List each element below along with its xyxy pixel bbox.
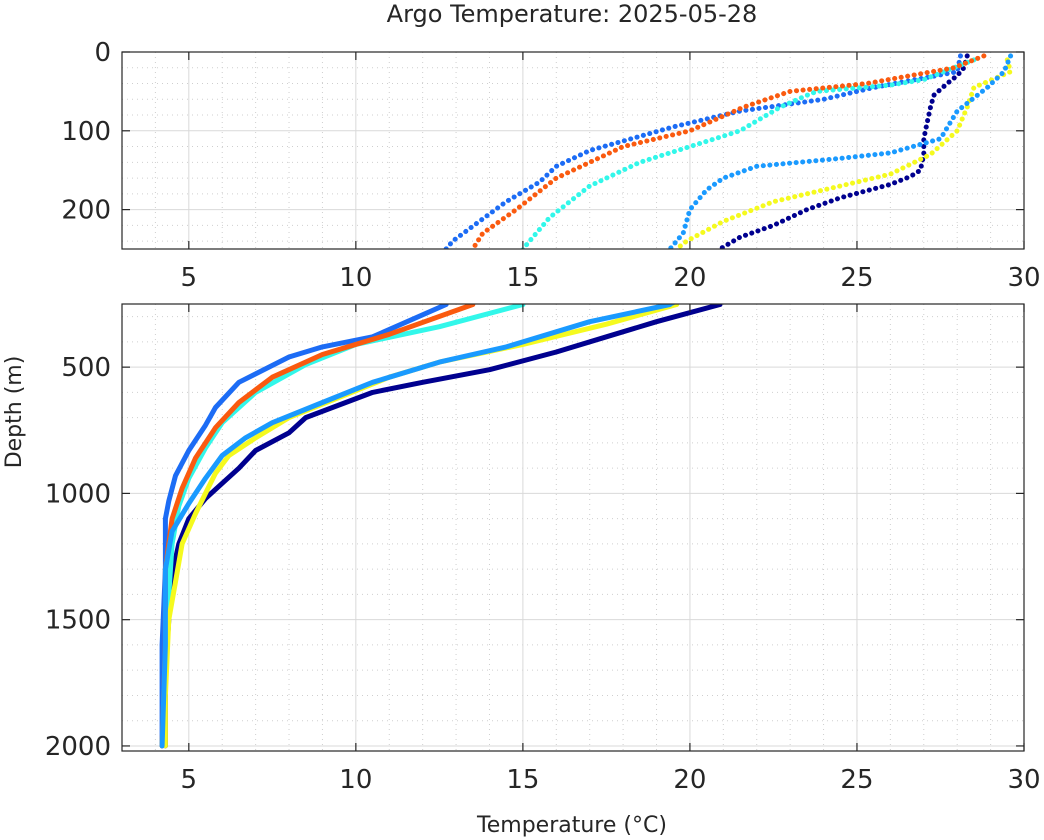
upper-profile-line-5 — [674, 57, 1014, 249]
y-axis-label: Depth (m) — [2, 356, 27, 469]
upper-panel-frame — [121, 51, 1025, 250]
upper-x-tick-label: 5 — [181, 263, 198, 293]
lower-x-tick-label: 30 — [1007, 765, 1040, 795]
lower-y-tick-label: 2000 — [45, 732, 111, 762]
upper-profile-line-2 — [443, 53, 963, 249]
upper-panel-series — [443, 53, 1014, 249]
lower-y-tick-label: 1500 — [45, 606, 111, 636]
upper-x-tick-label: 30 — [1007, 263, 1040, 293]
upper-panel: 5 10 15 20 25 30 0 100 200 — [61, 38, 1040, 293]
upper-x-tick-label: 10 — [339, 263, 372, 293]
upper-profile-line-1 — [717, 53, 970, 249]
upper-x-tick-label: 25 — [840, 263, 873, 293]
lower-profile-line-6 — [159, 304, 676, 749]
lower-profile-line-4 — [159, 304, 476, 749]
lower-x-tick-label: 10 — [339, 765, 372, 795]
lower-x-tick-label: 20 — [673, 765, 706, 795]
lower-x-tick-label: 15 — [506, 765, 539, 795]
upper-x-tick-label: 15 — [506, 263, 539, 293]
upper-profile-line-3 — [520, 57, 977, 249]
upper-y-tick-label: 0 — [94, 38, 111, 68]
lower-panel-ticks: 5 10 15 20 25 30 500 1000 1500 2000 — [45, 304, 1041, 795]
upper-y-tick-label: 200 — [61, 196, 111, 226]
lower-profile-line-5 — [162, 304, 680, 749]
chart-title: Argo Temperature: 2025-05-28 — [387, 0, 758, 28]
lower-y-tick-label: 1000 — [45, 479, 111, 509]
lower-panel-series — [159, 304, 723, 749]
upper-panel-ticks: 5 10 15 20 25 30 0 100 200 — [61, 38, 1040, 293]
lower-x-tick-label: 5 — [181, 765, 198, 795]
upper-x-tick-label: 20 — [673, 263, 706, 293]
upper-profile-line-4 — [470, 53, 987, 249]
lower-profile-line-1 — [162, 304, 723, 749]
lower-profile-line-3 — [159, 304, 526, 749]
x-axis-label: Temperature (°C) — [476, 813, 667, 838]
upper-profile-line-6 — [667, 53, 1014, 249]
lower-panel: 5 10 15 20 25 30 500 1000 1500 2000 — [45, 303, 1041, 795]
lower-panel-frame — [121, 303, 1025, 752]
lower-y-tick-label: 500 — [61, 353, 111, 383]
lower-profile-line-2 — [159, 304, 449, 749]
upper-y-tick-label: 100 — [61, 117, 111, 147]
lower-x-tick-label: 25 — [840, 765, 873, 795]
